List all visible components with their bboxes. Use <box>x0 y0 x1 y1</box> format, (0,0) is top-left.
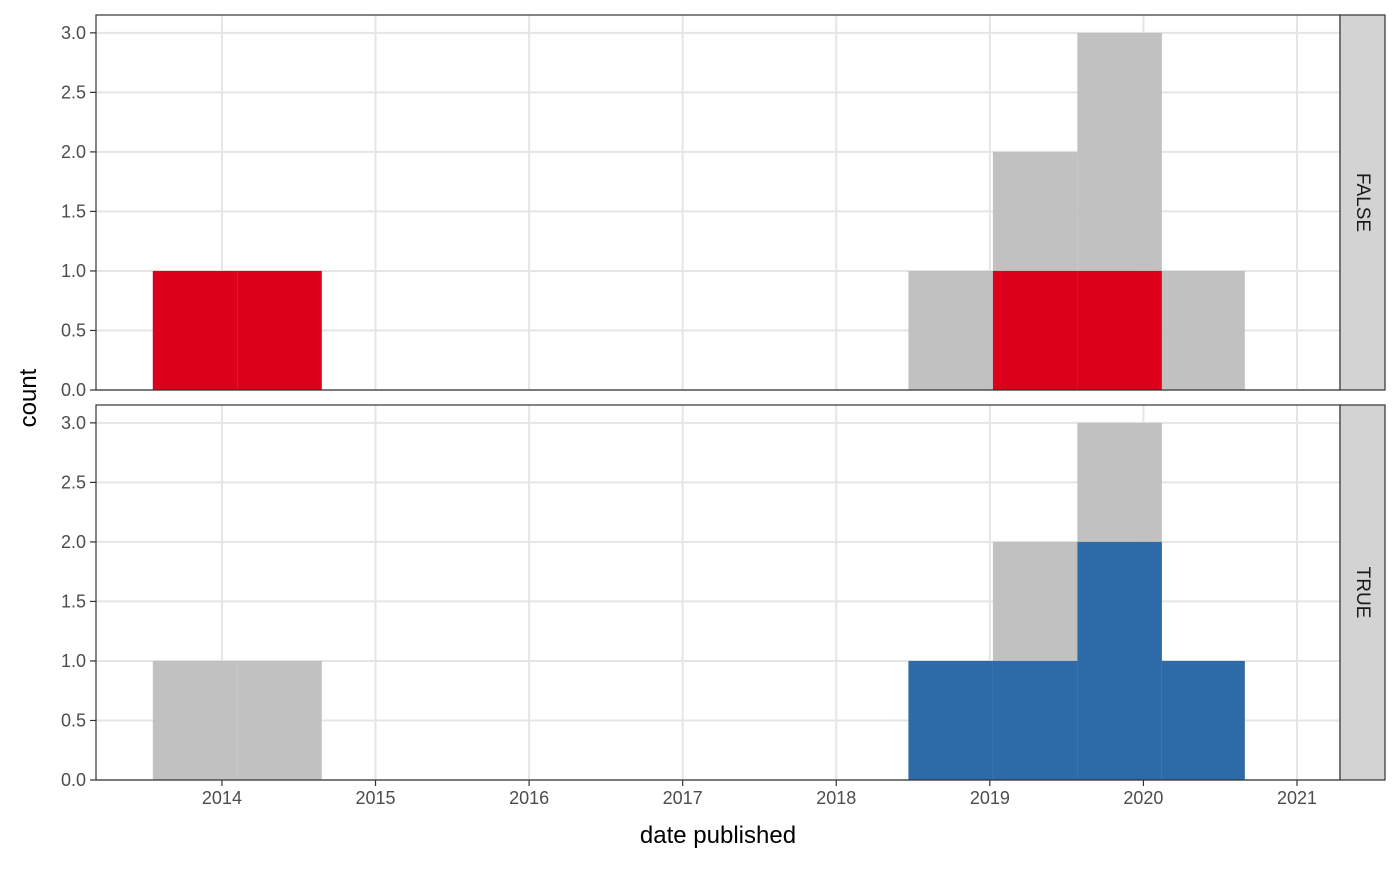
background-bar <box>1161 270 1245 390</box>
x-axis-title: date published <box>640 822 796 849</box>
facet-strip-label-false: FALSE <box>1352 173 1373 232</box>
bar-true <box>908 660 993 780</box>
y-tick-label: 0.5 <box>61 710 86 730</box>
y-tick-label: 1.5 <box>61 591 86 611</box>
facet-strip-label-true: TRUE <box>1352 567 1373 619</box>
bar-false <box>152 270 238 390</box>
y-tick-label: 3.0 <box>61 413 86 433</box>
x-tick-label: 2017 <box>663 788 703 808</box>
y-tick-label: 0.0 <box>61 380 86 400</box>
bar-false <box>992 270 1078 390</box>
y-tick-label: 2.0 <box>61 142 86 162</box>
facet-strip-false <box>1339 14 1386 391</box>
y-tick-label: 2.5 <box>61 82 86 102</box>
x-tick-label: 2014 <box>202 788 242 808</box>
background-bar <box>908 270 993 390</box>
background-bar <box>152 660 238 780</box>
bar-true <box>1161 660 1245 780</box>
y-tick-label: 2.5 <box>61 472 86 492</box>
x-tick-label: 2015 <box>355 788 395 808</box>
x-tick-label: 2021 <box>1277 788 1317 808</box>
bar-true <box>992 660 1078 780</box>
y-tick-label: 1.5 <box>61 201 86 221</box>
y-tick-label: 0.0 <box>61 770 86 790</box>
y-tick-label: 1.0 <box>61 651 86 671</box>
bar-false <box>1077 270 1162 390</box>
y-tick-label: 2.0 <box>61 532 86 552</box>
x-tick-label: 2016 <box>509 788 549 808</box>
facet-strip-true <box>1339 404 1386 781</box>
y-axis-title: count <box>15 368 42 427</box>
x-tick-label: 2019 <box>970 788 1010 808</box>
bar-true <box>1077 541 1162 780</box>
x-tick-label: 2018 <box>816 788 856 808</box>
x-tick-label: 2020 <box>1123 788 1163 808</box>
bar-false <box>237 270 322 390</box>
y-tick-label: 0.5 <box>61 320 86 340</box>
y-tick-label: 1.0 <box>61 261 86 281</box>
background-bar <box>237 660 322 780</box>
y-tick-label: 3.0 <box>61 23 86 43</box>
